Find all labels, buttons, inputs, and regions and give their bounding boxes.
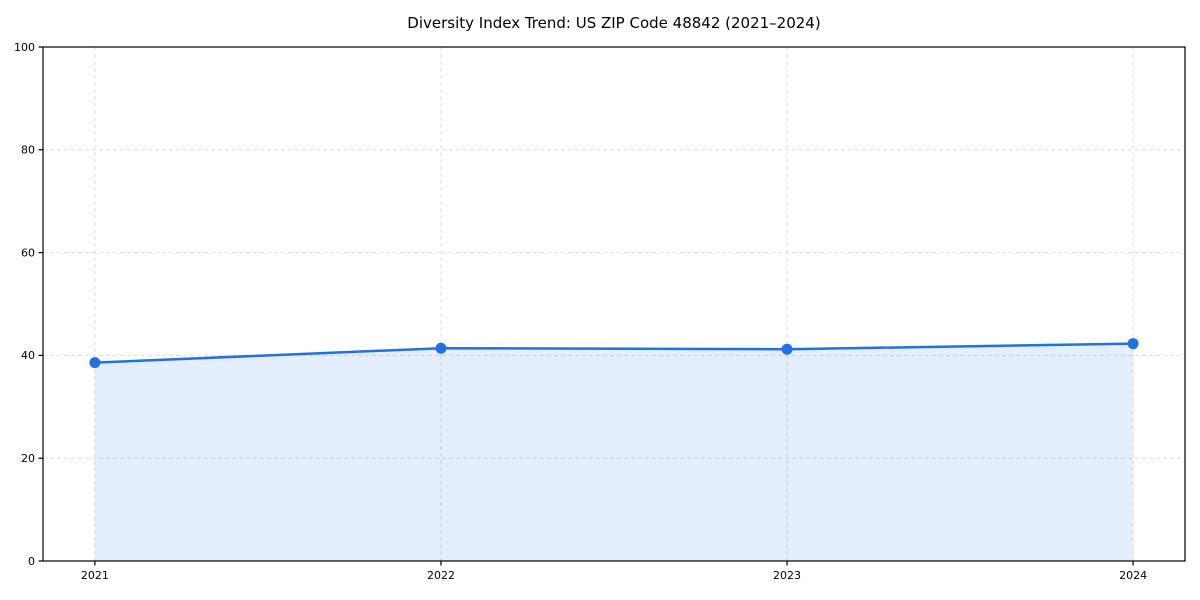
axes-spines-layer [42, 46, 1186, 562]
gridlines-layer [43, 46, 1185, 562]
tick-marks-layer [38, 46, 1134, 566]
data-point-marker [781, 343, 793, 355]
line-series-layer [89, 338, 1139, 369]
tick-labels-layer: 0 20 40 60 80 100 2021 2022 2023 2024 [14, 41, 1147, 582]
y-tick-label: 100 [14, 41, 35, 54]
y-tick-label: 20 [21, 452, 35, 465]
area-fill [94, 343, 1134, 561]
data-point-marker [435, 342, 447, 354]
x-tick-label: 2024 [1119, 569, 1147, 582]
x-tick-label: 2021 [81, 569, 109, 582]
data-point-marker [89, 357, 101, 369]
y-tick-label: 0 [28, 555, 35, 568]
y-tick-label: 40 [21, 349, 35, 362]
plot-border [42, 46, 1186, 562]
y-tick-label: 80 [21, 144, 35, 157]
chart-title: Diversity Index Trend: US ZIP Code 48842… [407, 14, 820, 32]
y-tick-label: 60 [21, 246, 35, 259]
x-tick-label: 2022 [427, 569, 455, 582]
data-point-marker [1127, 338, 1139, 350]
area-fill-layer [94, 343, 1134, 561]
x-tick-label: 2023 [773, 569, 801, 582]
trend-line [93, 342, 1135, 364]
